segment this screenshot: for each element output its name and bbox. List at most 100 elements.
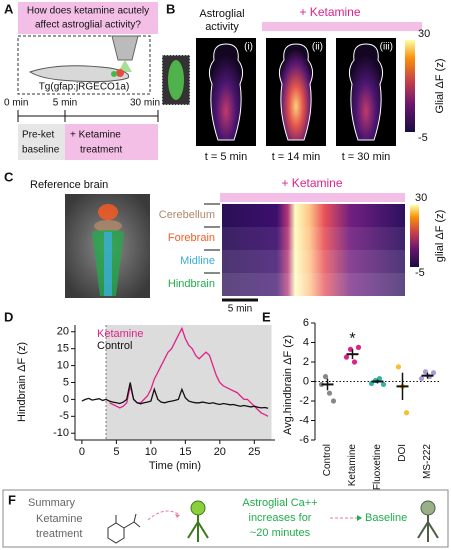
data-point: [395, 364, 402, 370]
question-box: [18, 2, 158, 34]
frame-tag: (ii): [312, 42, 323, 53]
question: affect astroglial activity?: [35, 20, 141, 31]
midline-region: [104, 232, 112, 296]
objective: [111, 35, 139, 61]
phase: + Ketamine: [70, 130, 121, 141]
heatmap-row: [222, 227, 405, 250]
phase: Pre-ket: [22, 130, 54, 141]
light-cone: [118, 60, 132, 72]
reference-title: Reference brain: [30, 179, 108, 191]
brain-image: [278, 43, 314, 141]
significance: *: [349, 331, 355, 348]
arrowhead: [175, 514, 180, 518]
data-point: [355, 344, 362, 350]
data-point: [326, 390, 333, 396]
transgene: Tg(gfap:jRGECO1a): [39, 82, 130, 93]
heading: Astroglial: [199, 8, 244, 20]
fish-brain: [116, 69, 124, 77]
data-point: [418, 375, 425, 382]
y-tick-label: -5: [59, 410, 69, 422]
colorbar-tick: 30: [418, 28, 430, 40]
colorbar-tick: -5: [418, 132, 428, 144]
setup-box: [17, 35, 151, 95]
region-label: Midline: [180, 255, 215, 267]
baseline-box: [18, 124, 65, 160]
frame-time: t = 30 min: [342, 151, 391, 163]
x-tick-label: 25: [248, 446, 260, 458]
colorbar-label: Glial ΔF (z): [434, 58, 446, 113]
series-line: [81, 382, 269, 409]
y-tick-label: 5: [63, 376, 69, 388]
y-tick-label: 0: [63, 393, 69, 405]
y-tick-label: -6: [299, 434, 309, 446]
data-point: [343, 354, 350, 360]
frame-time: t = 14 min: [272, 151, 321, 163]
y-tick-label: -4: [299, 414, 309, 426]
panel-label: E: [262, 309, 271, 324]
summary-title: Summary: [28, 497, 76, 509]
y-tick-label: 10: [57, 359, 69, 371]
treatment-bar: [262, 22, 422, 31]
colorbar: [405, 40, 415, 132]
astrocyte-baseline: [417, 500, 439, 542]
heatmap-row: [222, 204, 405, 227]
effect: increases for: [249, 512, 312, 524]
x-tick-label: Fluoxetine: [372, 444, 383, 491]
phase: treatment: [80, 145, 122, 156]
heading: activity: [205, 21, 239, 33]
fish-brain: [111, 71, 117, 77]
legend-entry: Ketamine: [97, 328, 143, 340]
data-point: [351, 359, 358, 365]
region-label: Forebrain: [168, 232, 215, 244]
scale-label: 5 min: [228, 304, 252, 315]
frame-tag: (i): [244, 42, 253, 53]
brain-image: [208, 43, 244, 141]
time-label: 0 min: [4, 98, 28, 109]
molecule: [107, 513, 141, 544]
y-axis-label: Avg.hindbrain ΔF (z): [282, 335, 294, 435]
treatment: + Ketamine: [299, 5, 360, 19]
time-label: 30 min: [130, 98, 160, 109]
colorbar: [410, 205, 419, 267]
y-tick-label: 0: [303, 375, 309, 387]
arrow: [147, 510, 181, 521]
region-label: Hindbrain: [168, 278, 215, 290]
thumbnail-brain: [168, 60, 184, 100]
colorbar-tick: -5: [415, 267, 425, 279]
phase: baseline: [22, 145, 60, 156]
y-tick-label: 2: [303, 356, 309, 368]
astrocyte-active: [187, 500, 209, 542]
x-tick-label: MS-222: [422, 444, 433, 479]
treatment-bar: [220, 193, 405, 202]
frame-tag: (iii): [380, 42, 393, 53]
cerebellum-region: [94, 220, 122, 232]
data-point: [430, 370, 437, 376]
panel-label: D: [4, 309, 13, 324]
x-tick-label: 10: [145, 446, 157, 458]
frame-time: t = 5 min: [205, 151, 248, 163]
panel-label: B: [166, 1, 175, 16]
y-tick-label: -10: [53, 427, 69, 439]
y-tick-label: -2: [299, 395, 309, 407]
x-tick-label: 15: [179, 446, 191, 458]
colorbar-label: glial ΔF (z): [434, 210, 446, 263]
y-tick-label: 6: [303, 317, 309, 329]
y-axis-label: Hindbrain ΔF (z): [16, 342, 28, 422]
data-point: [380, 381, 387, 388]
x-tick-label: 20: [214, 446, 226, 458]
arrowhead: [357, 515, 362, 521]
heatmap-row: [222, 250, 405, 273]
effect: ~20 minutes: [250, 527, 311, 539]
x-tick-label: Ketamine: [347, 444, 358, 487]
data-point: [330, 398, 337, 404]
effect: Astroglial Ca++: [242, 497, 317, 509]
outcome: Baseline: [365, 512, 407, 524]
y-tick-label: 15: [57, 343, 69, 355]
treatment-box: [65, 124, 158, 160]
x-tick-label: 0: [79, 446, 85, 458]
frames: (i) t = 5 min (ii) t = 14 min (iii) t = 30 mi…: [196, 38, 396, 163]
drug: Ketamine: [36, 513, 82, 525]
panel-label: C: [4, 169, 14, 184]
x-tick-label: 5: [113, 446, 119, 458]
